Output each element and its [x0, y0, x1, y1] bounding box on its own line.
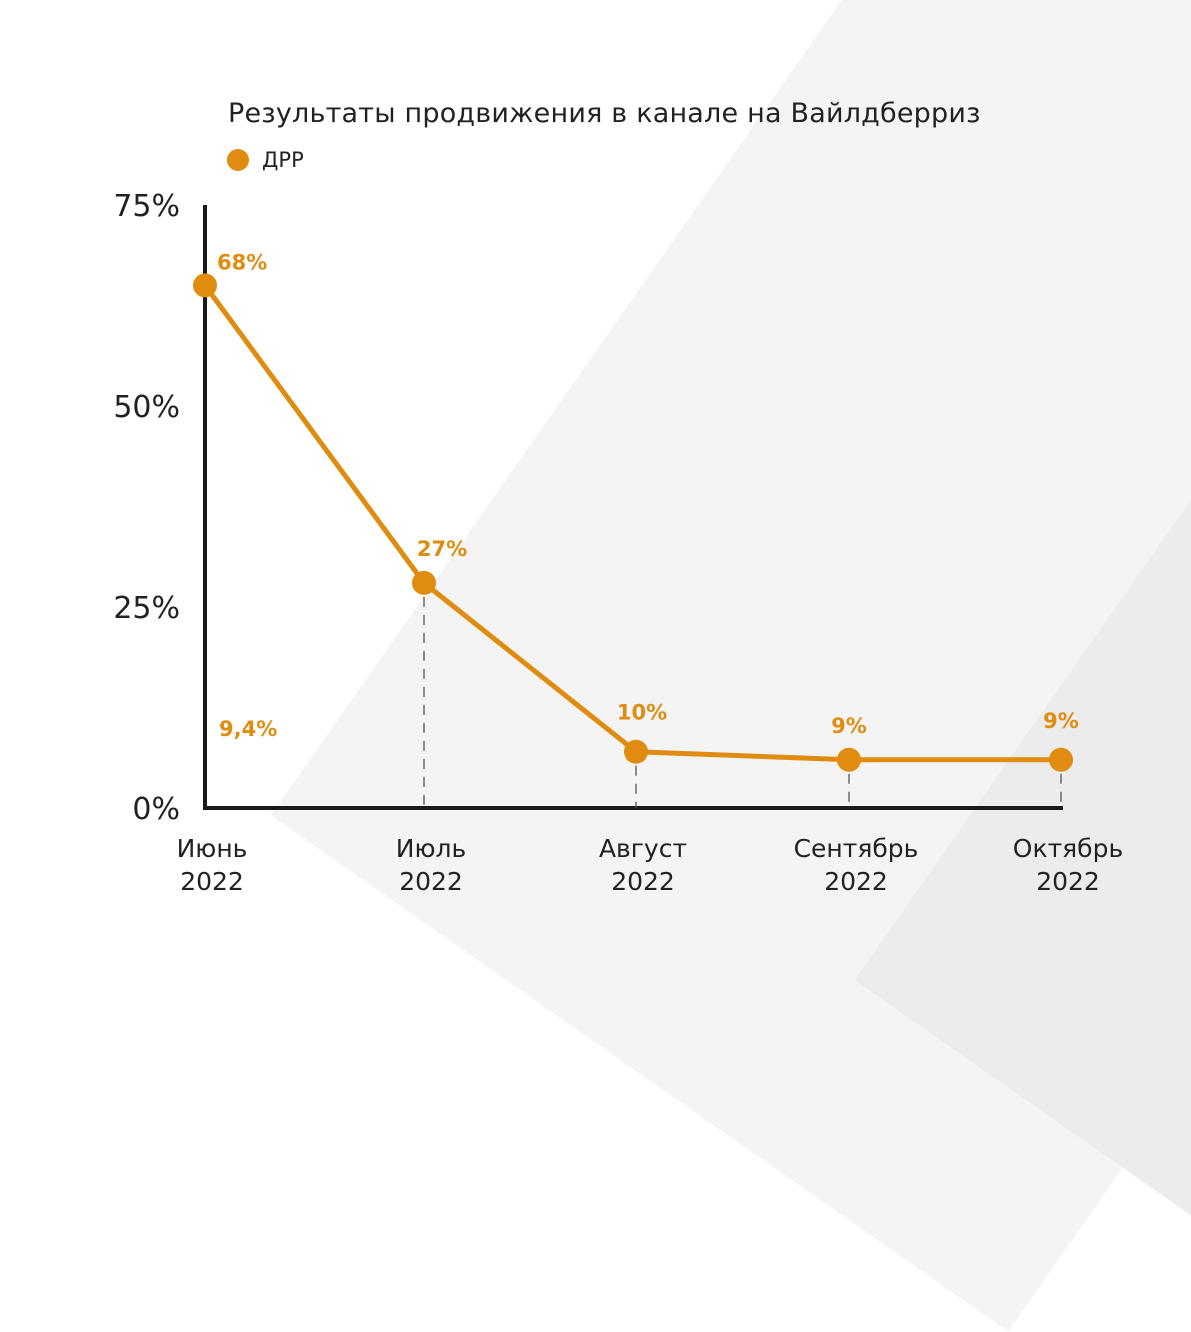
- line-chart: 0% 25% 50% 75% 68% 27% 10% 9% 9% 9,4% Июнь 2022 Июль…: [113, 189, 1123, 896]
- legend-label: ДРР: [262, 148, 304, 172]
- chart-title: Результаты продвижения в канале на Вайлд…: [228, 98, 981, 129]
- x-tick-label: Июль: [396, 834, 466, 863]
- data-point: [624, 739, 648, 764]
- data-point: [412, 570, 436, 595]
- x-tick-label: Октябрь: [1013, 834, 1123, 863]
- x-tick-label: 2022: [1036, 867, 1100, 896]
- data-label: 27%: [417, 537, 467, 561]
- x-tick-label: 2022: [611, 867, 675, 896]
- data-label: 10%: [617, 701, 667, 725]
- x-tick-label: Июнь: [177, 834, 248, 863]
- x-tick-label: Сентябрь: [794, 834, 919, 863]
- legend: ДРР: [227, 148, 304, 172]
- y-tick-label: 0%: [132, 792, 180, 827]
- legend-marker: [227, 149, 249, 171]
- data-point: [193, 273, 217, 298]
- y-tick-label: 25%: [113, 591, 180, 626]
- series-line: [202, 283, 1061, 763]
- x-tick-label: 2022: [824, 867, 888, 896]
- data-point: [1049, 747, 1073, 772]
- data-point: [837, 747, 861, 772]
- data-label: 9%: [1043, 709, 1079, 733]
- data-label: 9%: [831, 714, 867, 738]
- x-tick-label: Август: [599, 834, 687, 863]
- y-tick-label: 50%: [113, 390, 180, 425]
- x-tick-label: 2022: [399, 867, 463, 896]
- x-tick-label: 2022: [180, 867, 244, 896]
- y-tick-label: 75%: [113, 189, 180, 224]
- annotation-label: 9,4%: [219, 717, 277, 741]
- data-label: 68%: [217, 250, 267, 274]
